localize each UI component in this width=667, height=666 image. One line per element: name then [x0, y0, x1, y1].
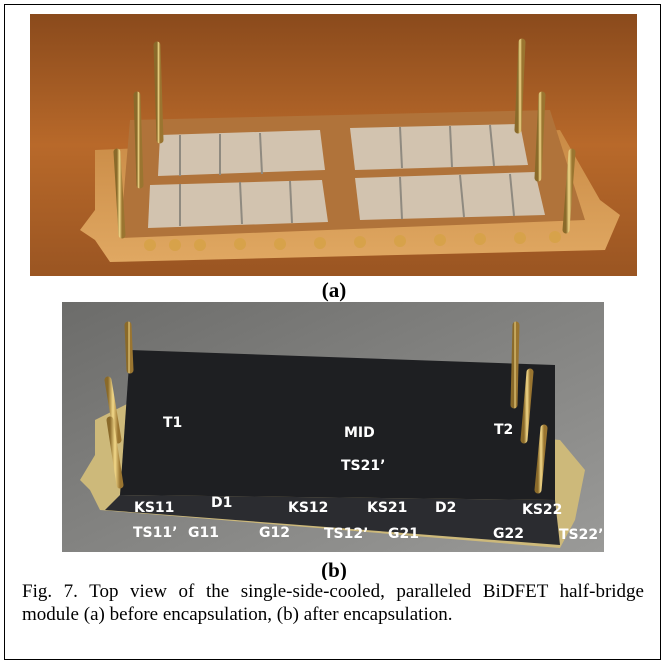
photo-annotation: KS21	[367, 500, 407, 516]
photo-annotation: KS12	[288, 500, 328, 516]
photo-annotation: TS12’	[324, 526, 368, 542]
photo-annotation: G22	[493, 526, 524, 542]
photo-annotation: KS11	[134, 500, 174, 516]
photo-annotation: TS11’	[133, 525, 177, 541]
photo-annotation: KS22	[522, 502, 562, 518]
photo-annotation: G11	[188, 525, 219, 541]
photo-annotation: TS21’	[341, 458, 385, 474]
figure-frame	[4, 4, 661, 660]
photo-b	[62, 302, 604, 552]
photo-annotation: D2	[435, 500, 456, 516]
caption: Fig. 7. Top view of the single-side-cool…	[22, 581, 644, 625]
photo-annotation: MID	[344, 425, 375, 441]
photo-annotation: D1	[211, 495, 232, 511]
photo-annotation: T1	[163, 415, 182, 431]
photo-annotation: TS22’	[559, 527, 603, 543]
photo-a	[30, 14, 637, 276]
photo-annotation: G12	[259, 525, 290, 541]
figure: (a) T1 MID T2 TS21’ KS11 D1 KS12 KS21 D2 KS22 TS11…	[30, 14, 637, 580]
photo-annotation: T2	[494, 422, 513, 438]
panel-label: (a)	[322, 278, 347, 302]
panel-label: (b)	[321, 558, 347, 580]
photo-annotation: G21	[388, 526, 419, 542]
